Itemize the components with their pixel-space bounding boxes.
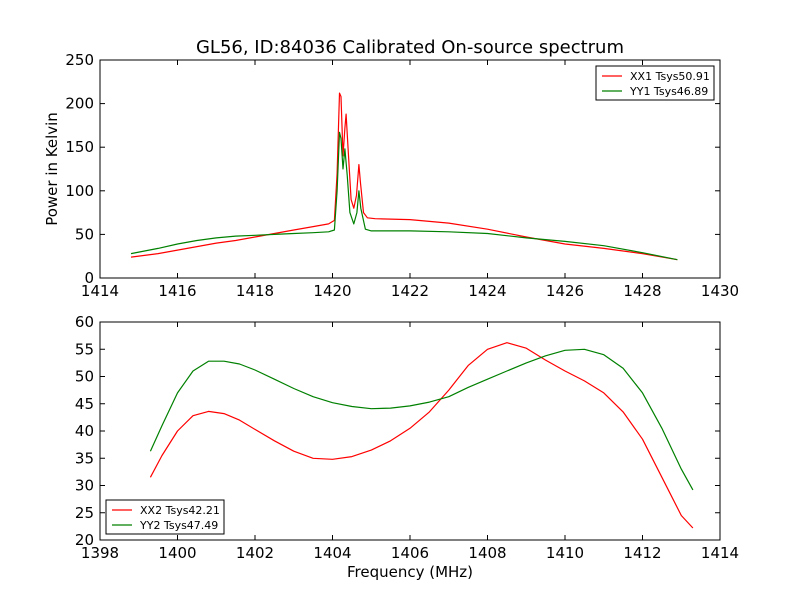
top-legend: XX1 Tsys50.91 YY1 Tsys46.89 (595, 65, 715, 101)
top-y-axis-label: Power in Kelvin (43, 112, 61, 226)
bottom-y-tick-label: 30 (75, 477, 94, 495)
bottom-legend-box (105, 499, 225, 535)
bottom-y-tick-label: 50 (75, 368, 94, 386)
top-x-tick-label: 1420 (313, 282, 351, 300)
bottom-legend-label-1: XX2 Tsys42.21 (140, 504, 220, 517)
bottom-x-tick-label: 1408 (468, 544, 506, 562)
top-y-tick-label: 250 (65, 51, 94, 69)
bottom-series-line-1 (149, 342, 694, 529)
top-x-tick-label: 1430 (701, 282, 739, 300)
top-y-tick-label: 200 (65, 95, 94, 113)
bottom-y-tick-label: 20 (75, 531, 94, 549)
bottom-y-tick-label: 45 (75, 395, 94, 413)
top-legend-label-2: YY1 Tsys46.89 (629, 85, 708, 98)
top-x-tick-label: 1422 (391, 282, 429, 300)
top-x-tick-label: 1416 (158, 282, 196, 300)
top-panel: 1414 1416 1418 1420 1422 1424 1426 1428 1430 0 50 1… (65, 51, 739, 300)
bottom-legend: XX2 Tsys42.21 YY2 Tsys47.49 (105, 499, 225, 535)
top-x-tick-label: 1426 (546, 282, 584, 300)
bottom-y-tick-label: 55 (75, 340, 94, 358)
bottom-y-tick-label: 35 (75, 449, 94, 467)
bottom-x-tick-label: 1410 (546, 544, 584, 562)
top-y-tick-label: 100 (65, 182, 94, 200)
bottom-y-tick-label: 60 (75, 313, 94, 331)
bottom-x-tick-label: 1412 (623, 544, 661, 562)
top-legend-label-1: XX1 Tsys50.91 (630, 70, 710, 83)
bottom-x-tick-label: 1402 (236, 544, 274, 562)
top-series-line-2 (130, 131, 678, 261)
bottom-plot-frame (99, 321, 721, 541)
chart-title: GL56, ID:84036 Calibrated On-source spec… (196, 37, 624, 58)
bottom-legend-label-2: YY2 Tsys47.49 (139, 519, 218, 532)
bottom-x-axis-label: Frequency (MHz) (347, 563, 473, 581)
top-x-tick-label: 1428 (623, 282, 661, 300)
top-y-tick-label: 0 (84, 269, 94, 287)
top-plot-frame (99, 59, 721, 279)
bottom-x-tick-label: 1398 (81, 544, 119, 562)
bottom-x-tick-label: 1400 (158, 544, 196, 562)
bottom-y-tick-label: 25 (75, 504, 94, 522)
bottom-series-line-2 (149, 348, 694, 491)
top-x-tick-label: 1424 (468, 282, 506, 300)
bottom-x-tick-label: 1406 (391, 544, 429, 562)
bottom-x-tick-label: 1404 (313, 544, 351, 562)
top-legend-box (595, 65, 715, 101)
top-x-tick-label: 1414 (81, 282, 119, 300)
top-y-tick-label: 150 (65, 138, 94, 156)
bottom-y-tick-label: 40 (75, 422, 94, 440)
top-x-tick-label: 1418 (236, 282, 274, 300)
top-y-tick-label: 50 (75, 225, 94, 243)
top-series-line-1 (130, 92, 678, 261)
bottom-panel: 1398 1400 1402 1404 1406 1408 1410 1412 1414 20 25… (75, 313, 739, 562)
bottom-x-tick-label: 1414 (701, 544, 739, 562)
